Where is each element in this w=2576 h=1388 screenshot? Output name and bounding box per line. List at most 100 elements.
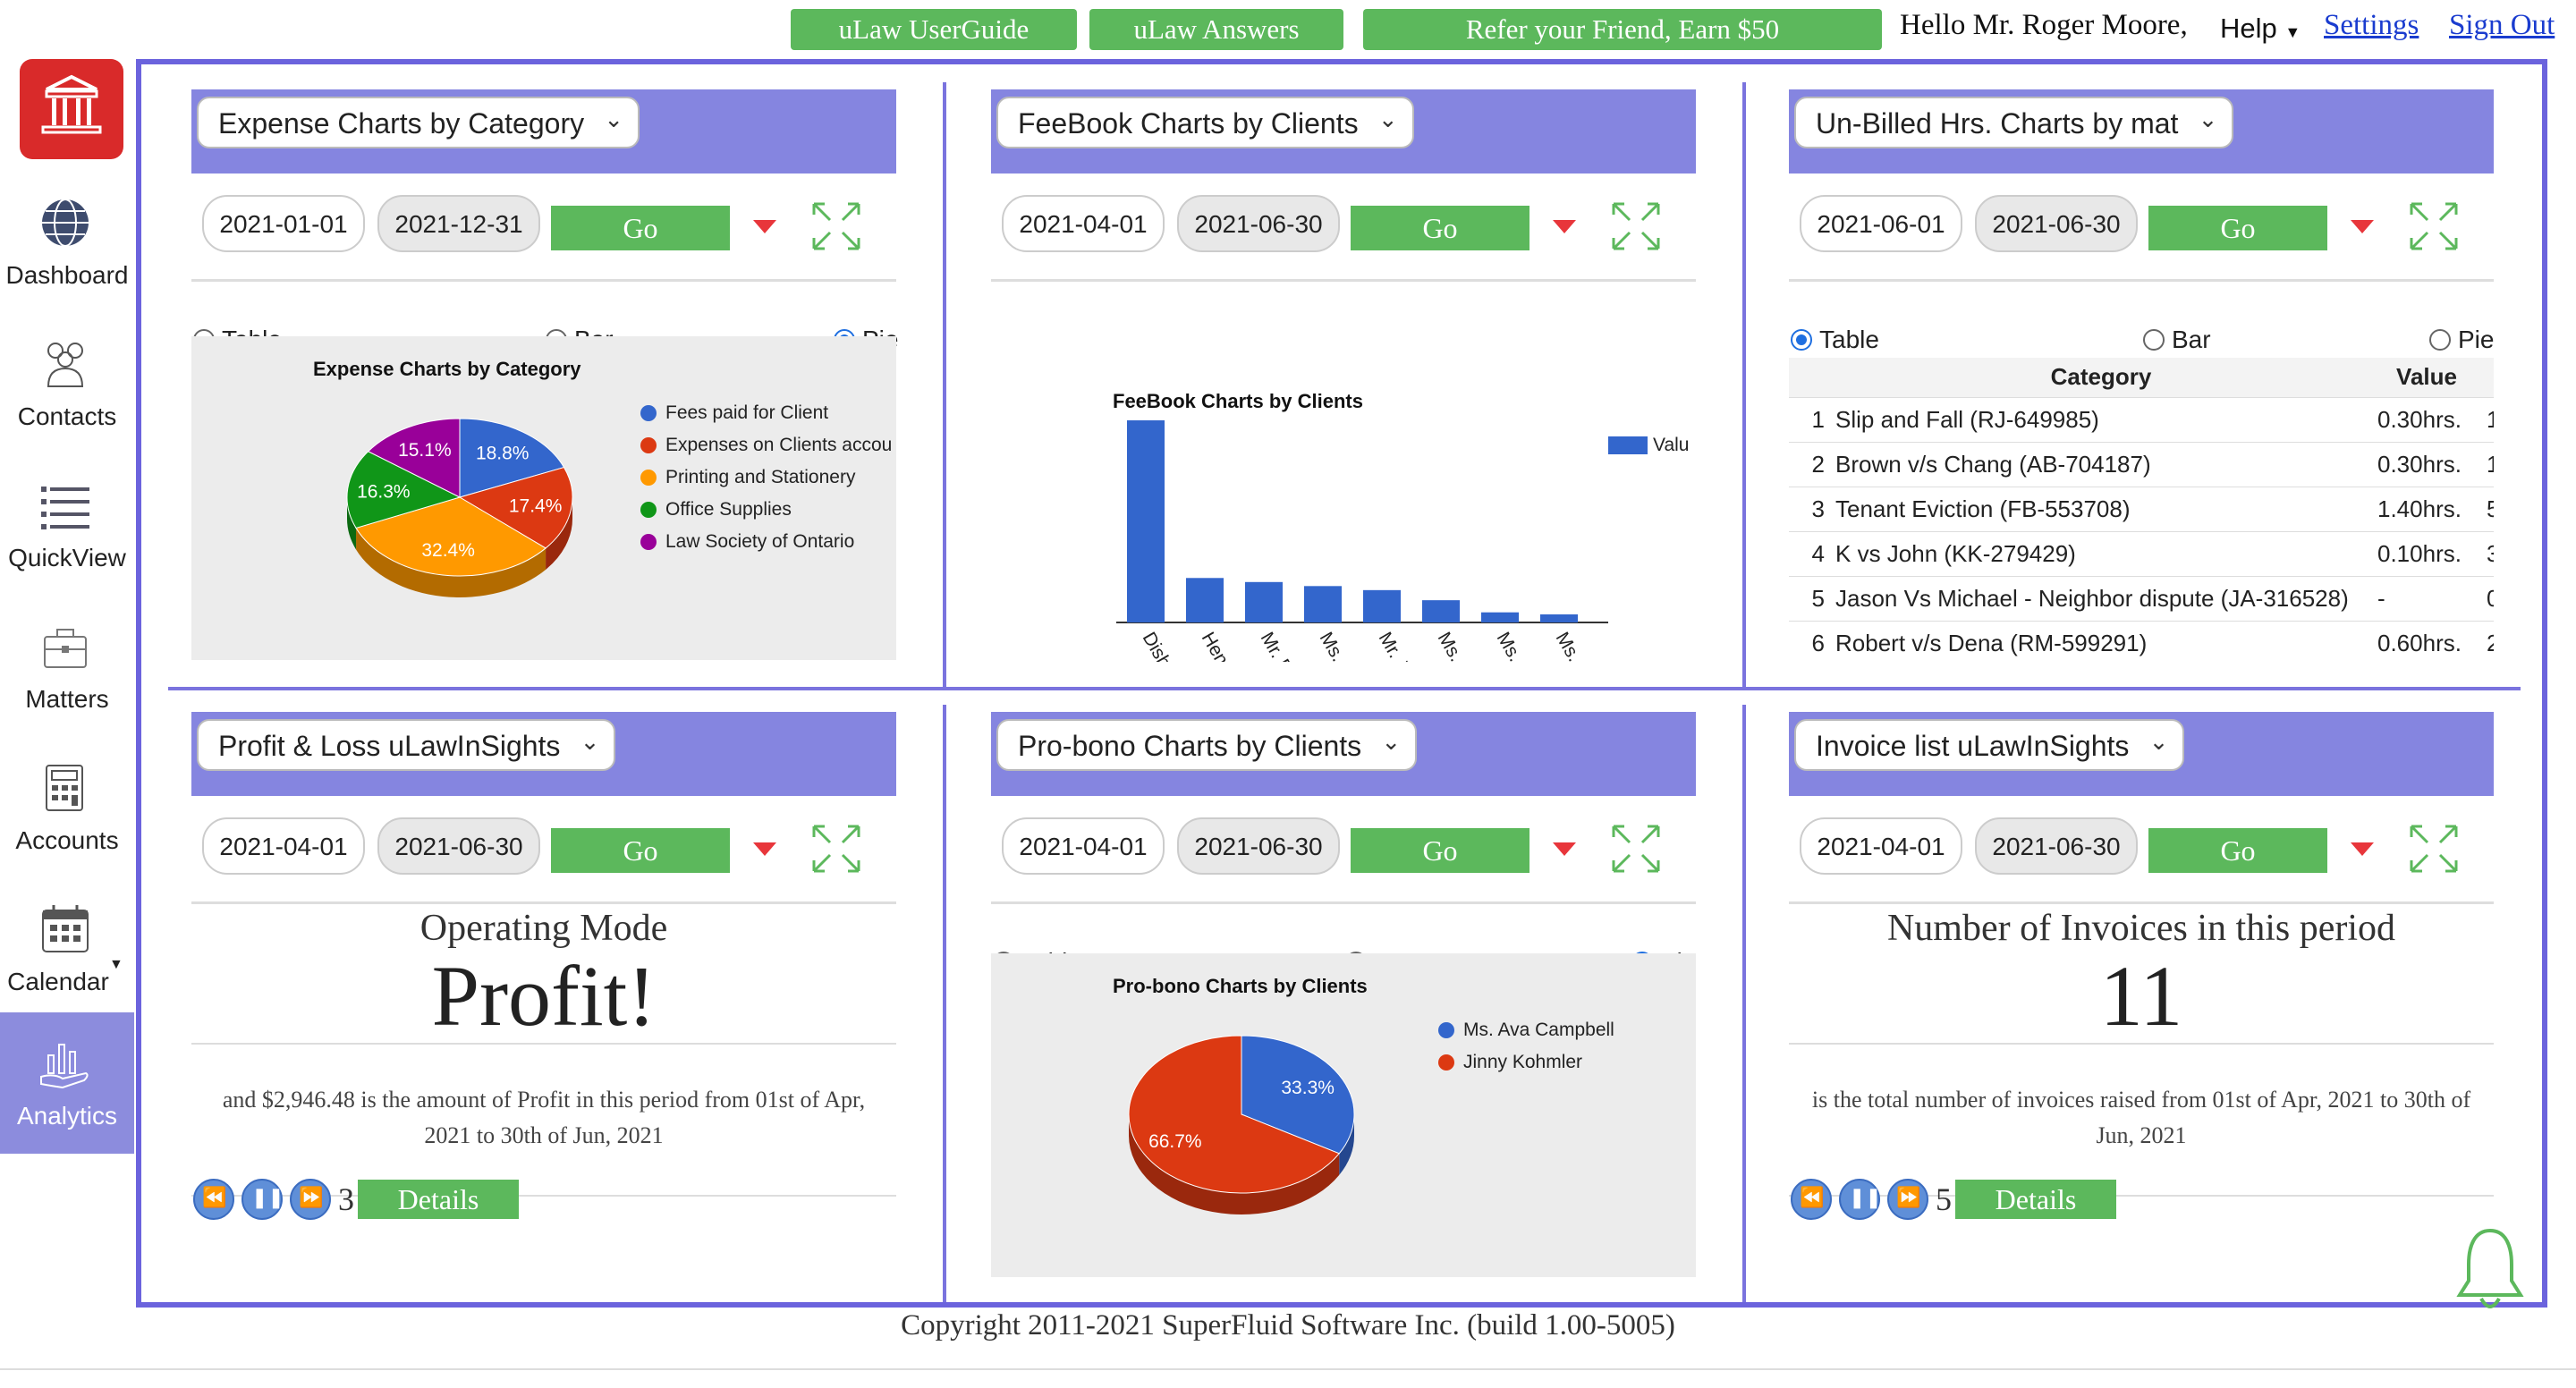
sidebar-item-calendar[interactable]: Calendar ▼	[0, 878, 134, 1020]
pie-slice[interactable]	[346, 451, 462, 529]
rewind-icon[interactable]: ⏪	[193, 1179, 234, 1220]
bar-radio[interactable]: Bar	[2143, 326, 2211, 354]
to-date-input[interactable]: 2021-06-30	[377, 817, 540, 875]
from-date-input[interactable]: 2021-04-01	[1002, 817, 1165, 875]
from-date-input[interactable]: 2021-04-01	[202, 817, 365, 875]
go-button[interactable]: Go	[2148, 206, 2327, 250]
from-date-input[interactable]: 2021-04-01	[1002, 195, 1165, 252]
chart-select[interactable]: Un-Billed Hrs. Charts by mat ⌄	[1794, 97, 2234, 148]
answers-button[interactable]: uLaw Answers	[1089, 9, 1343, 50]
pie-slice[interactable]	[1241, 1035, 1355, 1155]
userguide-button[interactable]: uLaw UserGuide	[791, 9, 1077, 50]
legend-item: Law Society of Ontario	[640, 531, 854, 553]
caret-down-icon[interactable]	[753, 842, 776, 856]
pause-icon[interactable]: ❚❚	[242, 1179, 284, 1220]
details-button[interactable]: Details	[358, 1180, 519, 1219]
sidebar-item-accounts[interactable]: Accounts	[0, 737, 134, 878]
invoice-description: is the total number of invoices raised f…	[1811, 1087, 2471, 1148]
caret-down-icon[interactable]	[1553, 220, 1576, 233]
chart-select[interactable]: Profit & Loss uLawInSights ⌄	[197, 719, 616, 771]
from-date-input[interactable]: 2021-04-01	[1800, 817, 1962, 875]
chart-select[interactable]: Pro-bono Charts by Clients ⌄	[996, 719, 1418, 771]
table-row[interactable]: 5 Jason Vs Michael - Neighbor dispute (JA…	[1789, 576, 2494, 622]
to-date-input[interactable]: 2021-06-30	[1177, 817, 1340, 875]
bar[interactable]	[1245, 581, 1283, 622]
pie-slice-label: 16.3%	[357, 481, 411, 502]
table-row[interactable]: 6 Robert v/s Dena (RM-599291) 0.60hrs. 2	[1789, 621, 2494, 657]
panel-header: Invoice list uLawInSights ⌄	[1789, 712, 2494, 796]
radio-indicator	[1791, 329, 1812, 351]
chart-select[interactable]: FeeBook Charts by Clients ⌄	[996, 97, 1414, 148]
from-date-input[interactable]: 2021-06-01	[1800, 195, 1962, 252]
rewind-icon[interactable]: ⏪	[1791, 1179, 1832, 1220]
sidebar-item-matters[interactable]: Matters	[0, 596, 134, 737]
x-tick-label: Ms. Je	[1316, 629, 1361, 662]
x-tick-label: Disha	[1139, 629, 1181, 662]
expand-icon[interactable]	[1610, 823, 1662, 875]
pie-slice[interactable]	[459, 418, 565, 498]
from-date-input[interactable]: 2021-01-01	[202, 195, 365, 252]
pie-slice-label: 33.3%	[1281, 1078, 1335, 1098]
refer-friend-button[interactable]: Refer your Friend, Earn $50	[1363, 9, 1882, 50]
caret-down-icon[interactable]	[2351, 220, 2374, 233]
help-menu[interactable]: Help ▼	[2220, 13, 2301, 45]
go-button[interactable]: Go	[551, 828, 730, 873]
go-button[interactable]: Go	[551, 206, 730, 250]
to-date-input[interactable]: 2021-12-31	[377, 195, 540, 252]
settings-link[interactable]: Settings	[2324, 9, 2419, 41]
to-date-input[interactable]: 2021-06-30	[1975, 195, 2138, 252]
expand-icon[interactable]	[810, 823, 862, 875]
pie-slice[interactable]	[458, 466, 573, 549]
table-row[interactable]: 3 Tenant Eviction (FB-553708) 1.40hrs. 5	[1789, 487, 2494, 532]
to-date-input[interactable]: 2021-06-30	[1177, 195, 1340, 252]
caret-down-icon[interactable]	[1553, 842, 1576, 856]
x-tick-label: Henry	[1198, 629, 1241, 662]
sidebar-item-analytics[interactable]: Analytics	[0, 1012, 134, 1154]
details-button[interactable]: Details	[1955, 1180, 2116, 1219]
expand-icon[interactable]	[1610, 200, 1662, 252]
divider	[1789, 1043, 2494, 1045]
bar[interactable]	[1127, 420, 1165, 622]
expand-icon[interactable]	[2408, 200, 2460, 252]
fast-forward-icon[interactable]: ⏩	[290, 1179, 331, 1220]
caret-down-icon[interactable]	[753, 220, 776, 233]
bell-icon[interactable]	[2454, 1225, 2526, 1318]
app-logo[interactable]	[20, 59, 123, 159]
divider	[1789, 279, 2494, 282]
bar[interactable]	[1186, 578, 1224, 622]
table-radio[interactable]: Table	[1791, 326, 1879, 354]
sidebar-item-label: Analytics	[16, 1102, 118, 1130]
signout-link[interactable]: Sign Out	[2449, 9, 2555, 41]
table-row[interactable]: 2 Brown v/s Chang (AB-704187) 0.30hrs. 1	[1789, 442, 2494, 487]
chart-select[interactable]: Expense Charts by Category ⌄	[197, 97, 640, 148]
sidebar-item-contacts[interactable]: Contacts	[0, 313, 134, 454]
bar[interactable]	[1540, 614, 1578, 622]
bar[interactable]	[1481, 612, 1519, 622]
go-button[interactable]: Go	[1351, 206, 1530, 250]
pie-radio[interactable]: Pie	[2429, 326, 2494, 354]
bar[interactable]	[1422, 600, 1460, 622]
divider	[191, 1043, 896, 1045]
fast-forward-icon[interactable]: ⏩	[1887, 1179, 1928, 1220]
bar[interactable]	[1304, 586, 1342, 622]
pie-slice[interactable]	[1128, 1035, 1341, 1194]
legend-swatch	[1438, 1022, 1454, 1038]
pie-slice-label: 17.4%	[509, 495, 563, 516]
pie-slice[interactable]	[367, 418, 461, 498]
expand-icon[interactable]	[810, 200, 862, 252]
pie-slice[interactable]	[355, 496, 547, 577]
sidebar-item-quickview[interactable]: QuickView	[0, 454, 134, 596]
table-row[interactable]: 1 Slip and Fall (RJ-649985) 0.30hrs. 1	[1789, 397, 2494, 443]
to-date-input[interactable]: 2021-06-30	[1975, 817, 2138, 875]
caret-down-icon[interactable]	[2351, 842, 2374, 856]
sidebar-item-dashboard[interactable]: Dashboard	[0, 172, 134, 313]
caret-down-icon[interactable]: ▼	[109, 957, 123, 972]
go-button[interactable]: Go	[1351, 828, 1530, 873]
sidebar: Dashboard Contacts QuickView Matters	[0, 55, 134, 1173]
go-button[interactable]: Go	[2148, 828, 2327, 873]
expand-icon[interactable]	[2408, 823, 2460, 875]
chart-select[interactable]: Invoice list uLawInSights ⌄	[1794, 719, 2185, 771]
bar[interactable]	[1363, 589, 1401, 622]
pause-icon[interactable]: ❚❚	[1839, 1179, 1882, 1220]
